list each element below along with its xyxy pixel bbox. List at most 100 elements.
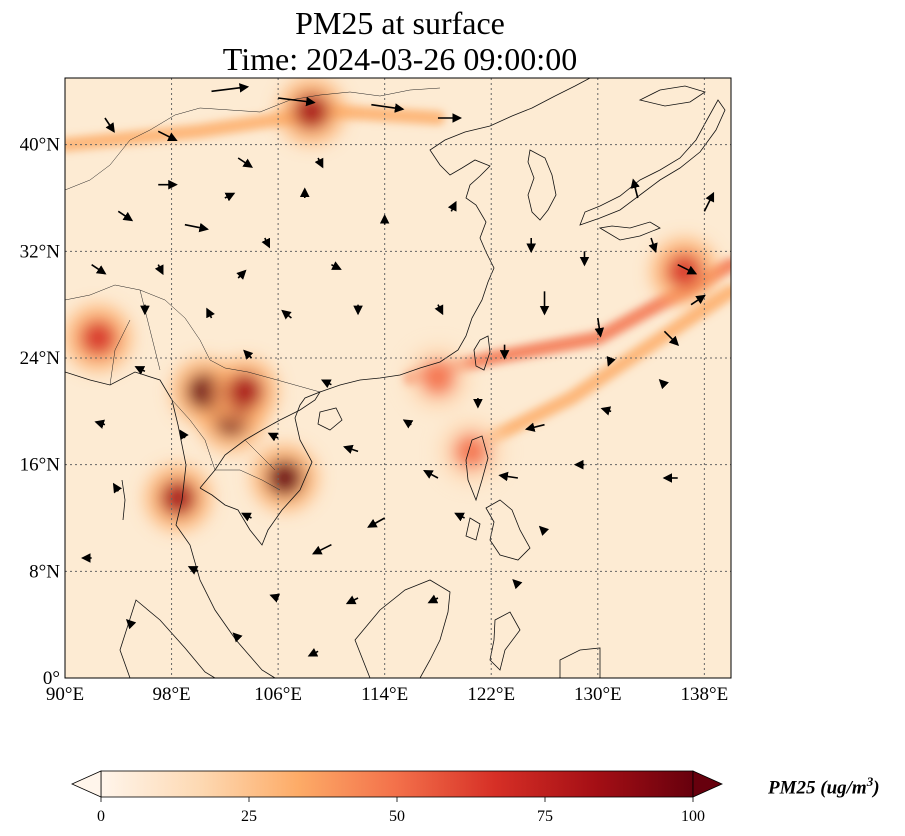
wind-arrow	[538, 525, 550, 536]
wind-arrow	[91, 264, 107, 275]
country-borders	[65, 87, 441, 491]
wind-arrow	[402, 419, 414, 429]
wind-arrow	[677, 263, 698, 275]
wind-arrow	[134, 366, 146, 375]
colorbar-tick-label: 100	[681, 808, 705, 825]
pollution-hotspot	[419, 360, 456, 396]
pollution-hotspots-layer	[65, 78, 719, 532]
wind-arrow	[703, 191, 715, 212]
wind-arrow	[498, 471, 518, 482]
wind-arrow	[237, 157, 253, 168]
colorbar-tick-label: 50	[389, 808, 405, 825]
wind-arrow	[331, 261, 342, 270]
colorbar: 0 25 50 75 100	[71, 770, 723, 825]
wind-arrow	[267, 432, 279, 442]
colorbar-tick-label: 75	[537, 808, 553, 825]
lat-tick-label: 16°N	[20, 455, 61, 476]
lat-tick-label: 32°N	[20, 241, 61, 262]
wind-arrow	[606, 356, 616, 367]
lat-axis-ticks: 0° 8°N 16°N 24°N 32°N 40°N	[20, 135, 61, 689]
lon-tick-label: 98°E	[152, 684, 190, 705]
coastlines	[65, 78, 726, 678]
wind-arrow	[320, 379, 332, 389]
colorbar-tick-label: 0	[97, 808, 105, 825]
wind-arrow	[447, 200, 457, 212]
colorbar-tick-label: 25	[241, 808, 257, 825]
wind-arrow	[663, 330, 680, 346]
wind-arrow	[243, 349, 254, 360]
wind-arrow	[236, 269, 247, 280]
wind-arrow	[278, 96, 316, 107]
wind-arrow	[690, 294, 706, 306]
wind-arrow	[343, 444, 359, 454]
wind-arrow	[269, 593, 281, 603]
wind-arrow	[206, 307, 215, 319]
map-background	[65, 78, 731, 678]
lon-tick-label: 130°E	[574, 684, 622, 705]
wind-arrow	[211, 83, 250, 93]
wind-arrow	[371, 103, 405, 113]
wind-arrow	[600, 406, 612, 416]
gridlines	[65, 78, 731, 678]
map-subtitle-time: Time: 2024-03-26 09:00:00	[222, 41, 578, 77]
wind-arrow	[524, 422, 545, 432]
wind-arrow	[594, 317, 605, 338]
lon-tick-label: 114°E	[361, 684, 408, 705]
wind-arrow	[648, 237, 658, 254]
map-title: PM25 at surface	[295, 5, 505, 41]
wind-arrow	[345, 595, 359, 605]
wind-arrow	[261, 237, 271, 249]
lat-tick-label: 40°N	[20, 135, 61, 156]
lon-axis-ticks: 90°E 98°E 106°E 114°E 122°E 130°E 138°E	[46, 684, 728, 705]
wind-arrow	[241, 512, 252, 522]
lon-tick-label: 122°E	[467, 684, 515, 705]
colorbar-tick: 75	[537, 797, 553, 825]
colorbar-body	[100, 770, 694, 798]
map-frame	[64, 77, 732, 679]
pollution-hotspot	[160, 480, 197, 516]
wind-arrow	[184, 222, 209, 233]
wind-arrow	[314, 157, 324, 169]
wind-arrow	[630, 178, 640, 199]
wind-arrow	[427, 594, 439, 604]
wind-arrow	[154, 264, 164, 276]
wind-arrow	[125, 619, 137, 630]
wind-arrow	[423, 470, 439, 479]
wind-arrow	[232, 632, 243, 643]
wind-arrow	[179, 429, 189, 441]
pollution-hotspot	[266, 460, 303, 496]
wind-vectors-layer	[81, 83, 715, 657]
wind-arrow	[224, 192, 236, 202]
wind-arrow	[454, 512, 465, 522]
lat-tick-label: 24°N	[20, 348, 61, 369]
wind-arrow	[311, 543, 332, 555]
wind-arrow	[281, 309, 292, 320]
lon-tick-label: 90°E	[46, 684, 84, 705]
pollution-hotspot	[293, 93, 330, 130]
colorbar-tick: 25	[241, 797, 257, 825]
lat-tick-label: 0°	[43, 668, 60, 689]
map-plot-area	[65, 78, 731, 678]
pollution-hotspot	[80, 320, 117, 356]
wind-arrow	[187, 566, 199, 575]
wind-arrow	[94, 419, 106, 429]
colorbar-tick: 50	[389, 797, 405, 825]
wind-arrow	[434, 304, 444, 316]
wind-arrow	[512, 579, 523, 590]
wind-arrow	[658, 379, 669, 390]
wind-arrow	[307, 647, 319, 657]
wind-arrow	[117, 210, 134, 222]
wind-arrow	[157, 130, 178, 142]
pollution-hotspot	[226, 373, 263, 410]
wind-arrow	[367, 517, 386, 528]
colorbar-ticks: 0 25 50 75 100	[97, 797, 705, 825]
wind-arrow	[112, 482, 123, 494]
pollution-band	[484, 284, 731, 445]
colorbar-extend-max	[692, 770, 723, 798]
colorbar-tick: 0	[97, 797, 105, 825]
colorbar-label: PM25 (ug/m3)	[768, 774, 880, 799]
pollution-hotspot	[666, 253, 703, 290]
wind-arrow	[104, 117, 115, 133]
colorbar-tick: 100	[681, 797, 705, 825]
